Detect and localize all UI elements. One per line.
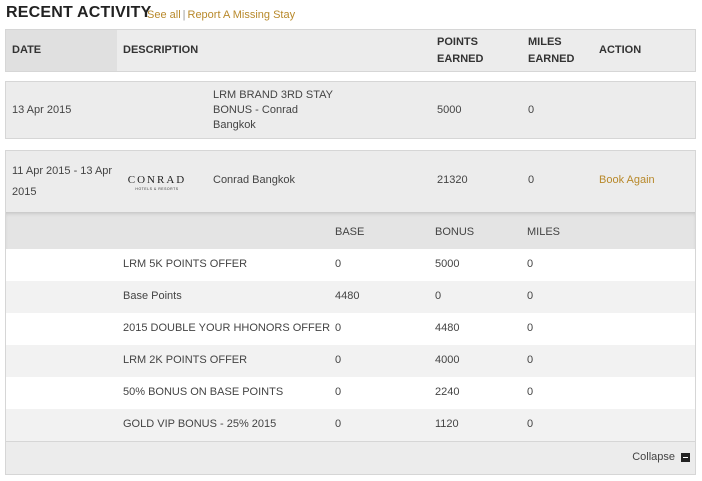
collapse-label: Collapse xyxy=(632,451,675,463)
table-row: 13 Apr 2015 LRM BRAND 3RD STAY BONUS - C… xyxy=(5,81,696,139)
breakdown-bonus: 2240 xyxy=(435,386,460,398)
breakdown-miles: 0 xyxy=(527,322,534,334)
breakdown-header: BASE BONUS MILES xyxy=(6,212,695,249)
breakdown-base: 0 xyxy=(335,258,342,270)
breakdown-bonus: 4000 xyxy=(435,354,460,366)
date-column-header: DATE xyxy=(12,44,42,56)
breakdown-bonus: 1120 xyxy=(435,418,459,430)
activity-table-header: DATE DESCRIPTION POINTS EARNED MILES EAR… xyxy=(5,29,696,72)
breakdown-miles: 0 xyxy=(527,290,534,302)
breakdown-label: 50% BONUS ON BASE POINTS xyxy=(123,386,284,398)
collapse-button[interactable]: Collapse xyxy=(632,451,690,463)
breakdown-label: Base Points xyxy=(123,290,182,302)
breakdown-base: 4480 xyxy=(335,290,360,302)
action-column-header: ACTION xyxy=(599,44,642,56)
row-date: 11 Apr 2015 - 13 Apr 2015 xyxy=(12,165,113,198)
breakdown-label: 2015 DOUBLE YOUR HHONORS OFFER xyxy=(123,322,331,334)
points-earned-column-header: POINTS EARNED xyxy=(437,36,484,65)
breakdown-label: LRM 2K POINTS OFFER xyxy=(123,354,248,366)
breakdown-base: 0 xyxy=(335,322,342,334)
row-date: 13 Apr 2015 xyxy=(12,104,72,116)
miles-column-header: MILES xyxy=(527,226,561,238)
row-description: LRM BRAND 3RD STAY BONUS - Conrad Bangko… xyxy=(213,89,334,131)
conrad-logo: CONRAD HOTELS & RESORTS xyxy=(127,174,187,191)
row-points: 21320 xyxy=(437,174,468,186)
breakdown-miles: 0 xyxy=(527,258,534,270)
row-description: Conrad Bangkok xyxy=(213,174,295,186)
table-row-expanded: 11 Apr 2015 - 13 Apr 2015 CONRAD HOTELS … xyxy=(5,150,696,475)
collapse-icon xyxy=(681,452,690,462)
description-column-header: DESCRIPTION xyxy=(123,44,199,56)
breakdown-bonus: 5000 xyxy=(435,258,460,270)
report-missing-stay-link[interactable]: Report A Missing Stay xyxy=(187,9,296,21)
base-column-header: BASE xyxy=(335,226,365,238)
breakdown-row: 2015 DOUBLE YOUR HHONORS OFFER 0 4480 0 xyxy=(6,313,695,345)
see-all-link[interactable]: See all xyxy=(147,9,181,21)
breakdown-label: LRM 5K POINTS OFFER xyxy=(123,258,248,270)
breakdown-label: GOLD VIP BONUS - 25% 2015 xyxy=(123,418,277,430)
miles-earned-column-header: MILES EARNED xyxy=(528,36,575,65)
breakdown-miles: 0 xyxy=(527,386,534,398)
breakdown-row: LRM 5K POINTS OFFER 0 5000 0 xyxy=(6,249,695,281)
date-header-cell xyxy=(6,30,117,71)
breakdown-footer: Collapse xyxy=(6,441,695,475)
breakdown-bonus: 0 xyxy=(435,290,442,302)
row-miles: 0 xyxy=(528,174,535,186)
breakdown-base: 0 xyxy=(335,386,342,398)
link-separator: | xyxy=(182,9,186,21)
bonus-column-header: BONUS xyxy=(435,226,475,238)
row-miles: 0 xyxy=(528,104,535,116)
row-points: 5000 xyxy=(437,104,462,116)
breakdown-row: GOLD VIP BONUS - 25% 2015 0 1120 0 xyxy=(6,409,695,441)
breakdown-base: 0 xyxy=(335,354,342,366)
header-links: See all | Report A Missing Stay xyxy=(147,9,295,21)
section-title: RECENT ACTIVITY xyxy=(6,4,152,21)
breakdown-miles: 0 xyxy=(527,354,534,366)
points-breakdown: BASE BONUS MILES LRM 5K POINTS OFFER 0 5… xyxy=(6,212,695,441)
breakdown-base: 0 xyxy=(335,418,342,430)
book-again-link[interactable]: Book Again xyxy=(599,174,655,186)
breakdown-bonus: 4480 xyxy=(435,322,460,334)
breakdown-row: Base Points 4480 0 0 xyxy=(6,281,695,313)
breakdown-row: LRM 2K POINTS OFFER 0 4000 0 xyxy=(6,345,695,377)
breakdown-row: 50% BONUS ON BASE POINTS 0 2240 0 xyxy=(6,377,695,409)
breakdown-miles: 0 xyxy=(527,418,534,430)
